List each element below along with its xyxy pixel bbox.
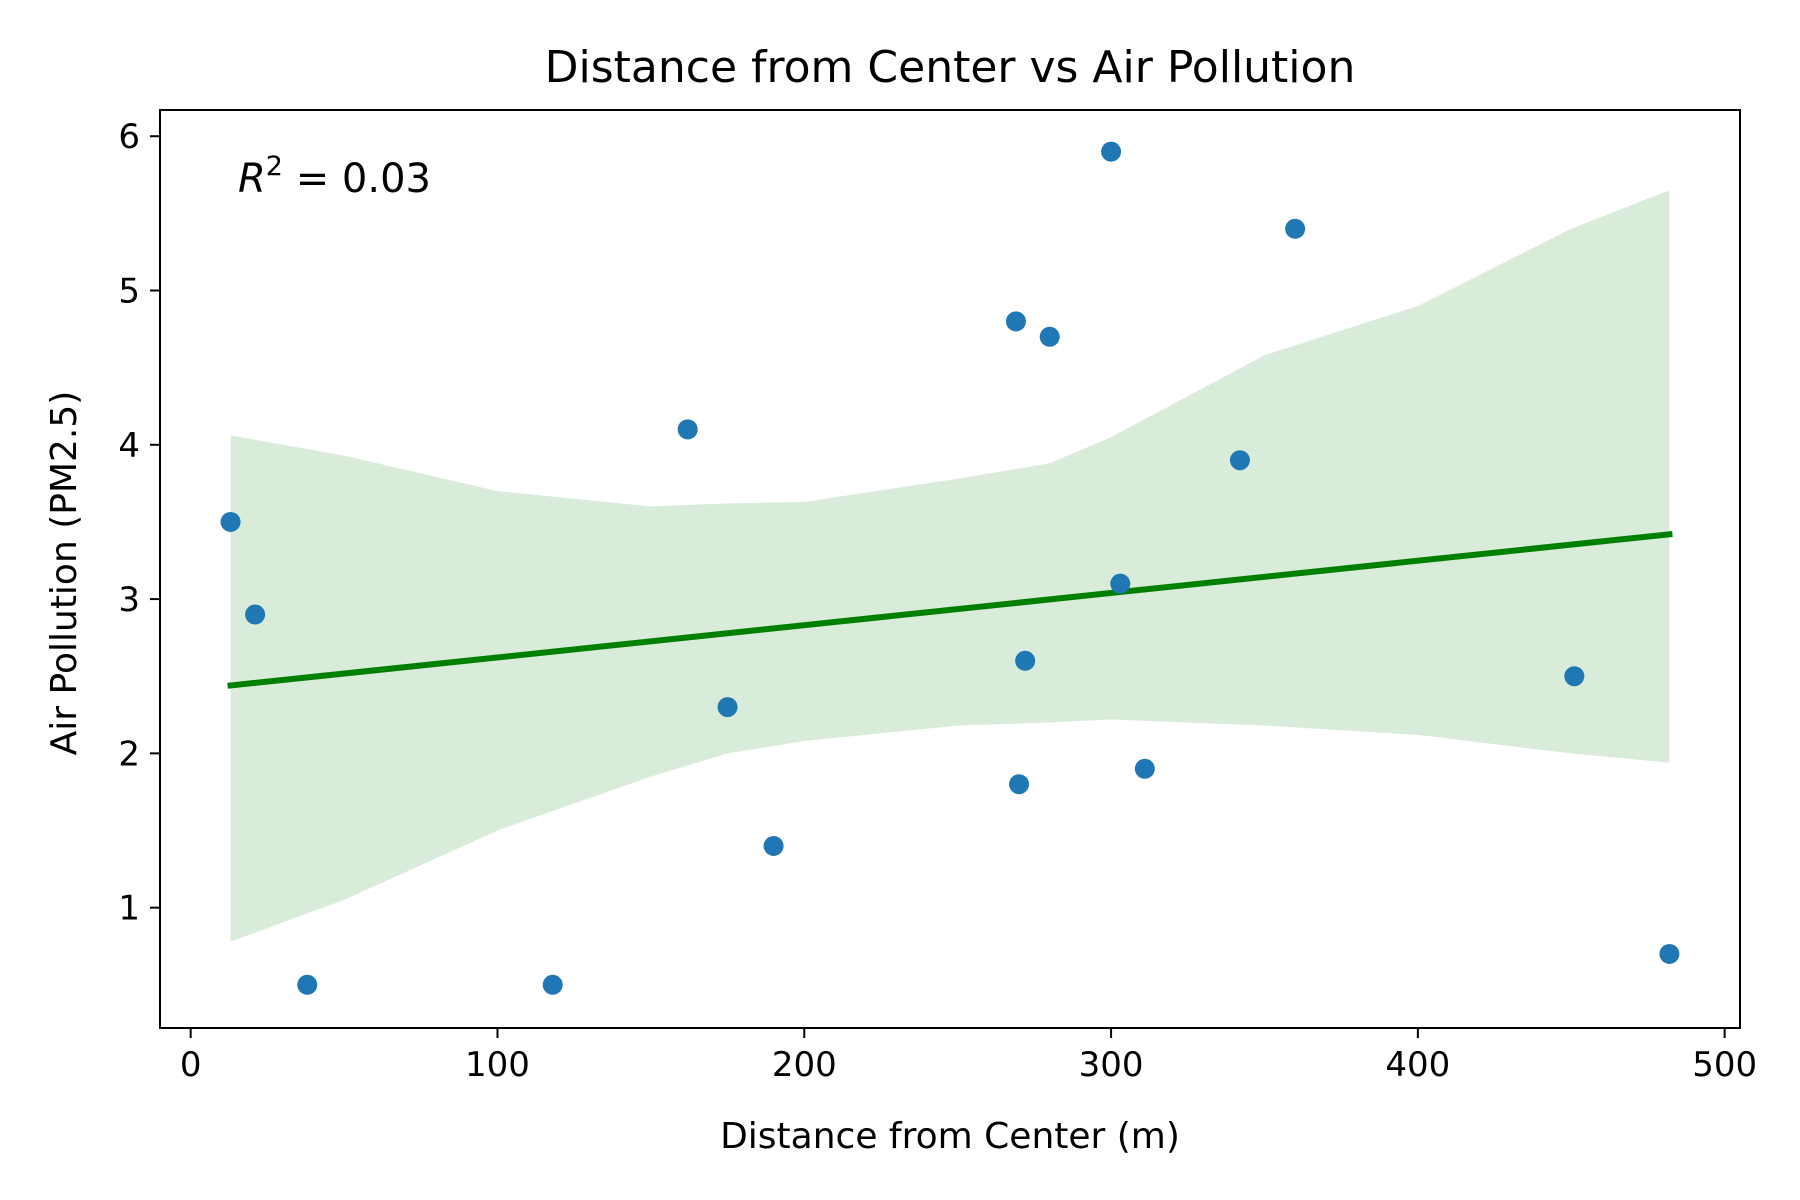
data-point — [297, 974, 318, 995]
y-tick-label: 1 — [118, 889, 140, 929]
data-point — [1039, 326, 1060, 347]
data-point — [1134, 758, 1155, 779]
plot-area-frame — [159, 109, 1741, 1029]
y-tick-label: 5 — [118, 272, 140, 312]
x-tick-label: 500 — [1692, 1045, 1757, 1085]
data-point — [1005, 311, 1026, 332]
data-point — [245, 604, 266, 625]
regression-line-layer — [227, 530, 1673, 689]
y-tick-label: 2 — [118, 734, 140, 774]
data-point — [542, 974, 563, 995]
y-tick-label: 4 — [118, 426, 140, 466]
data-point — [717, 697, 738, 718]
chart-title: Distance from Center vs Air Pollution — [545, 42, 1356, 93]
x-tick-label: 0 — [180, 1045, 202, 1085]
r-squared-annotation: R2 = 0.03 — [238, 151, 431, 202]
x-tick-label: 200 — [772, 1045, 837, 1085]
confidence-band-layer — [230, 190, 1670, 942]
y-axis-label: Air Pollution (PM2.5) — [44, 391, 85, 756]
y-tick-label: 6 — [118, 117, 140, 157]
y-tick-label: 3 — [118, 580, 140, 620]
y-axis-ticks: 1 2 3 4 5 6 — [118, 117, 160, 929]
data-point — [220, 511, 241, 532]
data-point — [1015, 650, 1036, 671]
x-axis-label: Distance from Center (m) — [720, 1116, 1180, 1157]
x-tick-label: 100 — [465, 1045, 530, 1085]
r-squared-superscript: 2 — [266, 151, 283, 182]
confidence-band — [230, 190, 1670, 942]
data-point — [1009, 774, 1030, 795]
data-point — [677, 419, 698, 440]
data-point — [1564, 666, 1585, 687]
data-point — [1110, 573, 1131, 594]
r-squared-prefix: R — [238, 156, 266, 202]
data-point — [1659, 943, 1680, 964]
data-point — [763, 835, 784, 856]
data-point — [1229, 450, 1250, 471]
x-tick-label: 400 — [1385, 1045, 1450, 1085]
data-point — [1285, 218, 1306, 239]
data-point — [1101, 141, 1122, 162]
x-axis-ticks: 0 100 200 300 400 500 — [180, 1028, 1757, 1085]
regression-line — [227, 530, 1673, 689]
x-tick-label: 300 — [1079, 1045, 1144, 1085]
r-squared-value: = 0.03 — [283, 156, 431, 202]
data-points-layer — [220, 141, 1680, 995]
